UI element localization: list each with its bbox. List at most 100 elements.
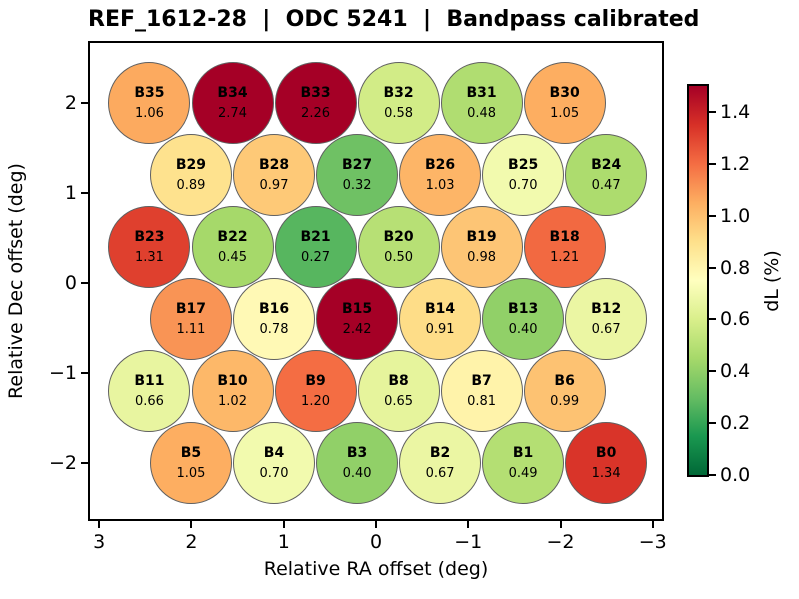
beam-value: 0.32 — [342, 177, 372, 193]
beam-id: B9 — [305, 372, 326, 389]
colorbar — [687, 84, 709, 477]
x-tick-mark — [467, 521, 470, 528]
colorbar-tick-label: 0.4 — [720, 360, 751, 383]
beam-B21: B21 0.27 — [274, 205, 357, 288]
beam-value: 0.67 — [591, 321, 621, 337]
colorbar-tick-label: 1.0 — [720, 204, 751, 227]
beam-value: 0.50 — [384, 249, 414, 265]
x-tick-mark — [190, 521, 193, 528]
beam-value: 1.34 — [591, 465, 621, 481]
beam-id: B21 — [300, 228, 331, 245]
beam-id: B8 — [388, 372, 409, 389]
beam-id: B25 — [508, 156, 539, 173]
y-tick-label: 1 — [64, 182, 77, 205]
x-tick-mark — [375, 521, 377, 528]
beam-id: B13 — [508, 300, 539, 317]
beam-id: B12 — [591, 300, 622, 317]
beam-id: B22 — [217, 228, 248, 245]
beam-B31: B31 0.48 — [440, 61, 523, 144]
colorbar-tick-label: 0.6 — [720, 308, 751, 331]
beam-B7: B7 0.81 — [440, 349, 523, 432]
colorbar-tick-mark — [709, 318, 716, 321]
beam-id: B35 — [134, 84, 165, 101]
beam-value: 1.05 — [176, 465, 206, 481]
beam-B1: B1 0.49 — [482, 421, 565, 504]
beam-id: B1 — [512, 444, 534, 461]
colorbar-tick-mark — [709, 422, 716, 425]
beam-id: B19 — [466, 228, 497, 245]
beam-B24: B24 0.47 — [565, 133, 648, 216]
beam-id: B24 — [591, 156, 622, 173]
beam-id: B11 — [134, 372, 165, 389]
x-tick-label: 2 — [185, 531, 198, 553]
beam-B20: B20 0.50 — [357, 205, 440, 288]
beam-value: 0.89 — [176, 177, 206, 193]
beam-B12: B12 0.67 — [565, 277, 648, 360]
beam-B3: B3 0.40 — [316, 421, 399, 504]
y-tick-label: 0 — [64, 272, 77, 295]
x-tick-label: −2 — [546, 531, 575, 553]
beam-id: B32 — [383, 84, 414, 101]
beam-id: B7 — [471, 372, 492, 389]
beam-id: B33 — [300, 84, 331, 101]
beam-id: B16 — [258, 300, 290, 317]
beam-B29: B29 0.89 — [149, 133, 232, 216]
colorbar-tick-label: 1.2 — [720, 152, 751, 175]
colorbar-tick-mark — [709, 162, 716, 165]
beam-value: 0.70 — [259, 465, 289, 481]
beam-B25: B25 0.70 — [482, 133, 565, 216]
beam-B5: B5 1.05 — [149, 421, 232, 504]
x-tick-mark — [282, 521, 285, 528]
beam-value: 2.74 — [218, 105, 247, 121]
colorbar-label: dL (%) — [761, 250, 783, 312]
x-tick-mark — [559, 521, 562, 528]
y-tick-label: −2 — [48, 452, 77, 475]
plot-title: REF_1612-28 | ODC 5241 | Bandpass calibr… — [88, 7, 700, 32]
beam-value: 1.06 — [134, 105, 164, 121]
beam-value: 0.45 — [218, 249, 247, 265]
beam-value: 0.70 — [508, 177, 538, 193]
beam-value: 0.27 — [301, 249, 330, 265]
beam-id: B4 — [263, 444, 285, 461]
beam-id: B17 — [175, 300, 207, 317]
x-tick-label: −3 — [638, 531, 667, 553]
beam-B23: B23 1.31 — [108, 205, 191, 288]
beam-value: 0.99 — [550, 393, 580, 409]
beam-B4: B4 0.70 — [233, 421, 316, 504]
beam-id: B10 — [217, 372, 248, 389]
y-tick-label: 2 — [64, 92, 77, 115]
beam-value: 0.66 — [134, 393, 164, 409]
beam-id: B31 — [466, 84, 497, 101]
beam-value: 1.03 — [425, 177, 455, 193]
beam-id: B23 — [134, 228, 165, 245]
beam-value: 0.67 — [425, 465, 455, 481]
colorbar-tick-mark — [709, 110, 716, 113]
beam-B6: B6 0.99 — [523, 349, 606, 432]
beam-value: 0.58 — [384, 105, 414, 121]
x-tick-mark — [651, 521, 654, 528]
y-axis-label: Relative Dec offset (deg) — [5, 163, 27, 399]
beam-id: B0 — [595, 444, 617, 461]
colorbar-tick-label: 0.8 — [720, 256, 751, 279]
colorbar-tick-mark — [709, 474, 716, 476]
beam-B11: B11 0.66 — [108, 349, 191, 432]
beam-B27: B27 0.32 — [316, 133, 399, 216]
x-tick-mark — [98, 521, 101, 528]
beam-id: B14 — [425, 300, 456, 317]
y-tick-mark — [81, 372, 88, 375]
beam-B26: B26 1.03 — [399, 133, 482, 216]
beam-B2: B2 0.67 — [399, 421, 482, 504]
y-tick-mark — [81, 282, 88, 285]
beam-id: B18 — [549, 228, 580, 245]
beam-value: 2.26 — [301, 105, 330, 121]
x-tick-label: 1 — [277, 531, 290, 553]
x-tick-label: 0 — [369, 531, 383, 553]
colorbar-tick-mark — [709, 266, 716, 269]
beam-value: 0.91 — [425, 321, 455, 337]
beam-value: 0.65 — [384, 393, 414, 409]
beam-value: 1.20 — [301, 393, 330, 409]
beam-B34: B34 2.74 — [191, 61, 274, 144]
beam-B16: B16 0.78 — [233, 277, 316, 360]
colorbar-tick-label: 0.2 — [720, 412, 751, 435]
